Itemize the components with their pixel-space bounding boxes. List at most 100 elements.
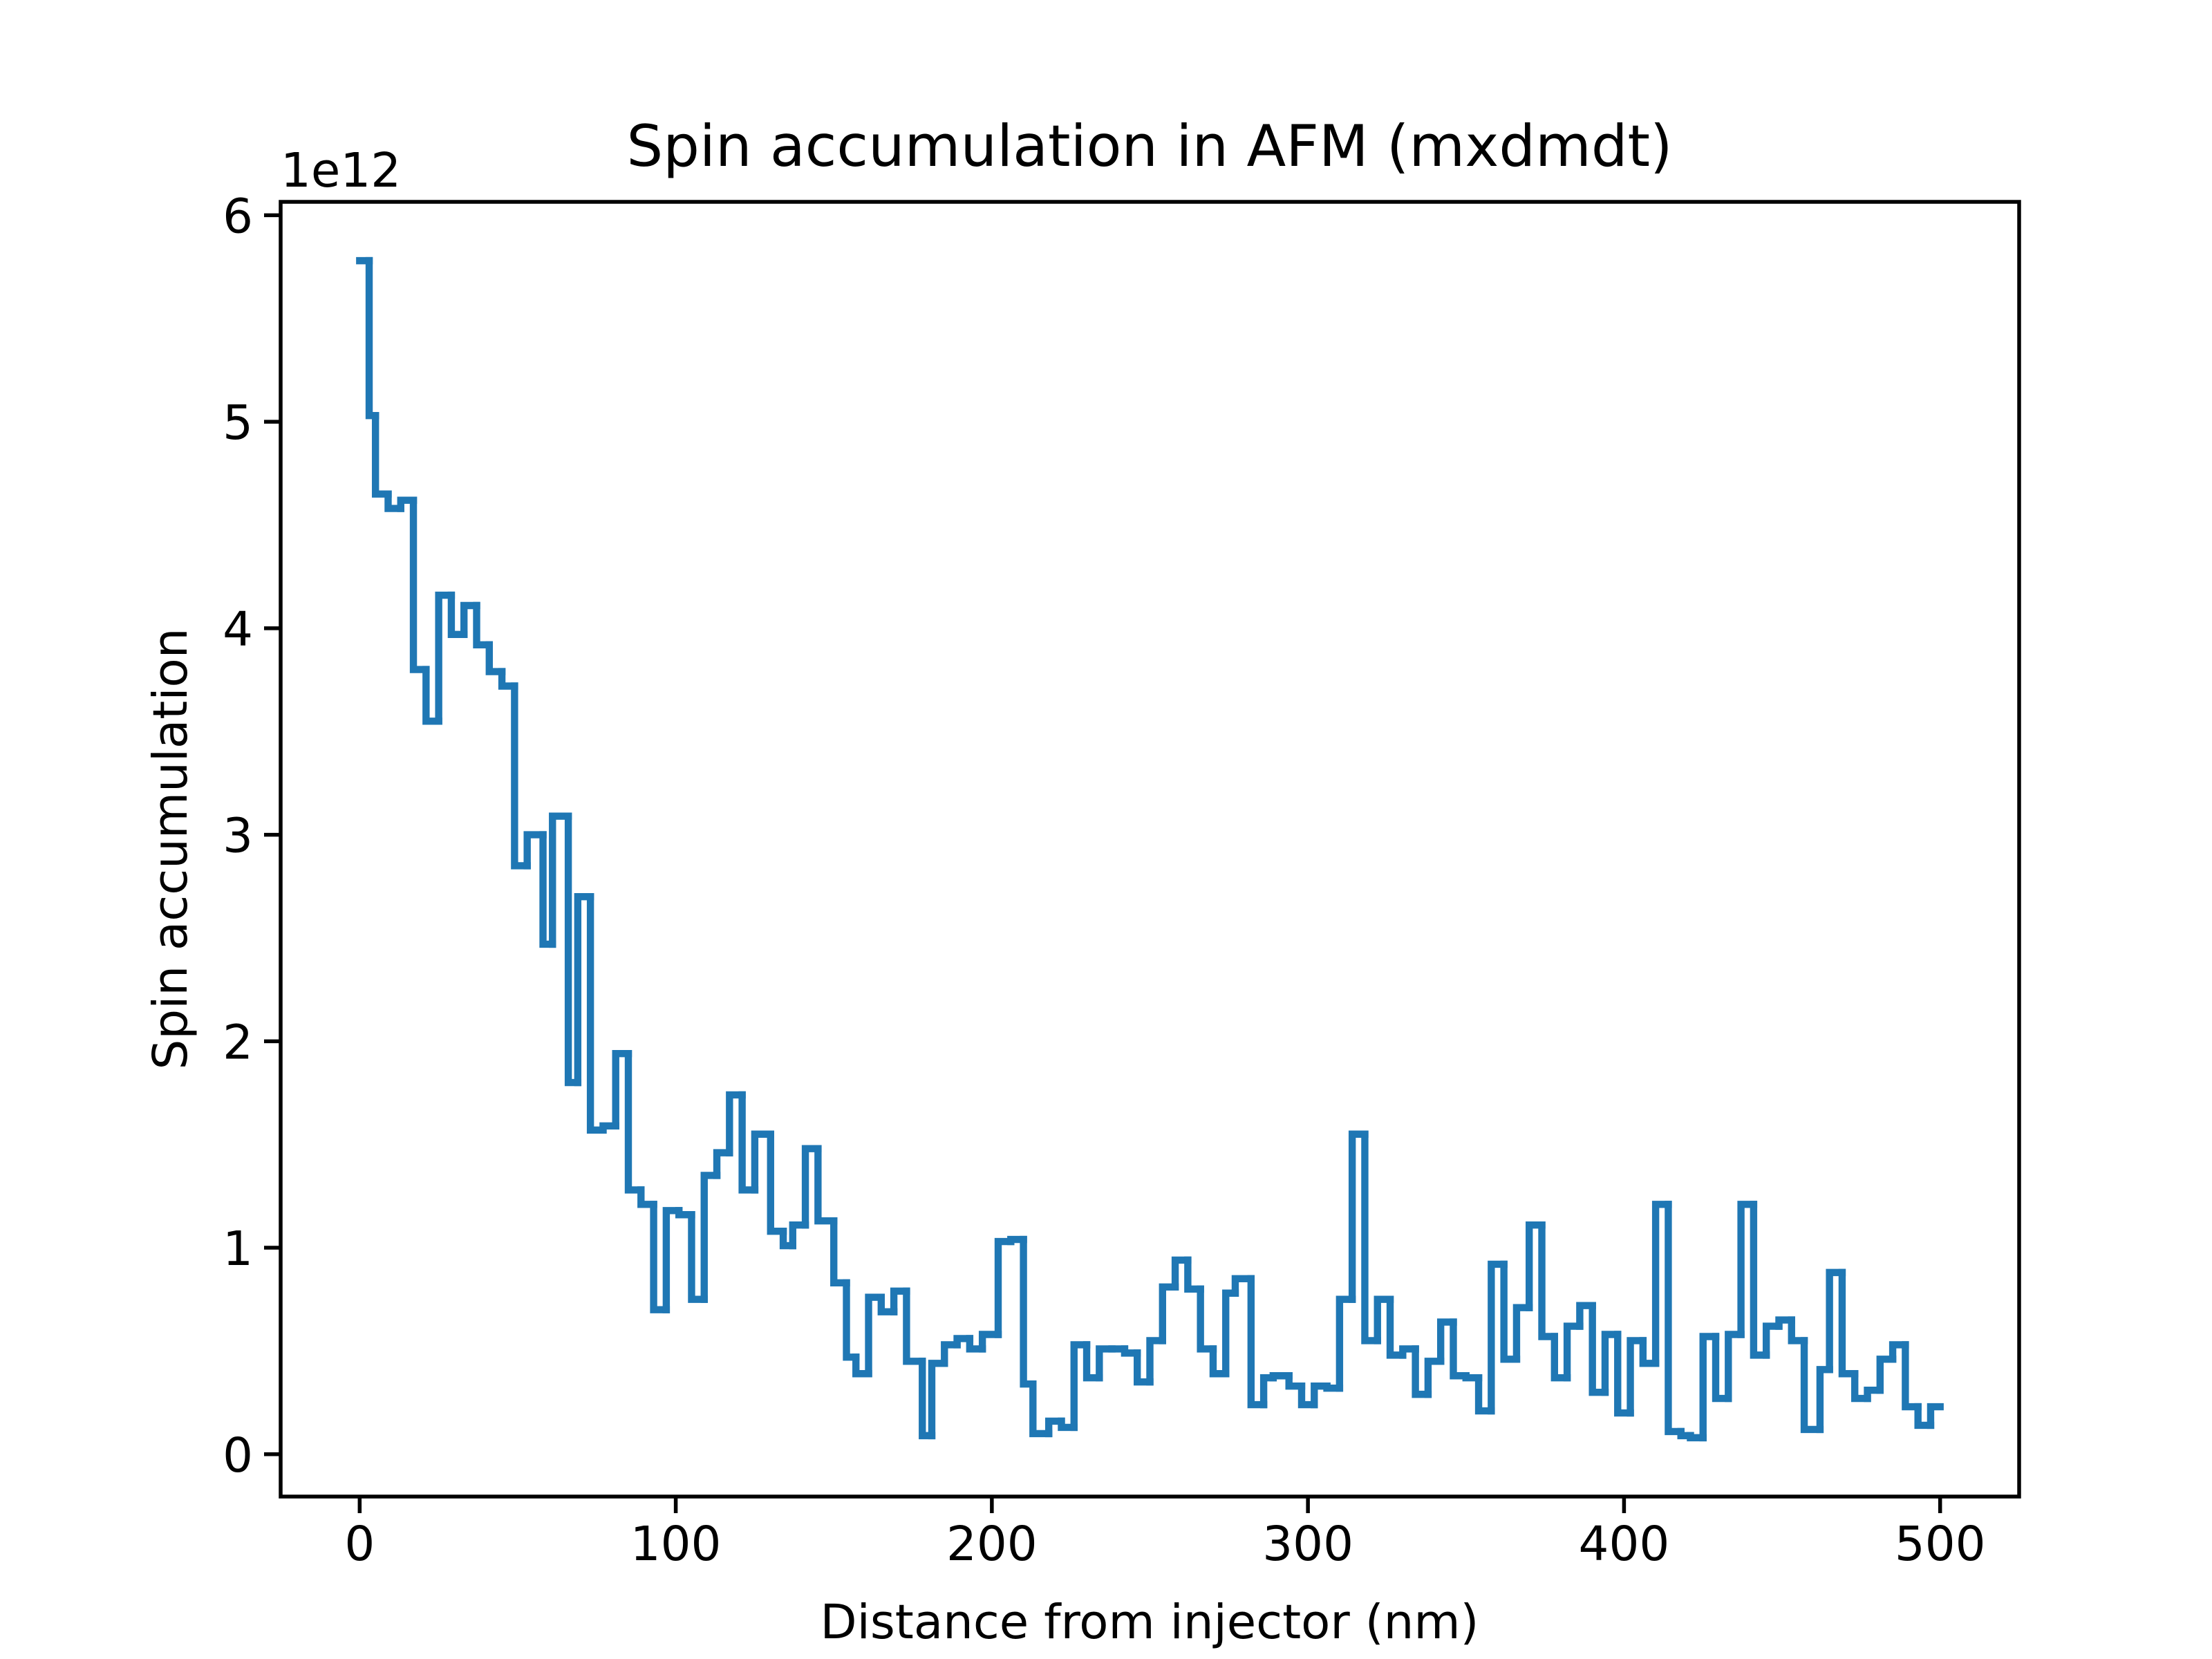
step-segment — [1450, 1318, 1470, 1380]
y-tick-label: 6 — [223, 189, 253, 244]
step-segment — [409, 496, 430, 673]
step-segment — [650, 1201, 671, 1313]
step-segment — [953, 1335, 974, 1349]
step-segment — [624, 1050, 645, 1194]
y-axis-label: Spin accumulation — [143, 628, 198, 1070]
step-segment — [1902, 1341, 1922, 1411]
step-segment — [473, 601, 493, 648]
step-segment — [498, 668, 518, 690]
step-segment — [384, 490, 404, 512]
step-segment — [1750, 1201, 1770, 1359]
step-segment — [789, 1221, 809, 1250]
y-tick-label: 5 — [223, 395, 253, 451]
step-segment — [435, 591, 456, 725]
step-segment — [1285, 1372, 1306, 1390]
step-segment — [941, 1341, 961, 1367]
step-segment — [1512, 1304, 1533, 1363]
step-segment — [1838, 1268, 1859, 1378]
step-segment — [1699, 1333, 1720, 1442]
step-segment — [1335, 1295, 1356, 1392]
step-segment — [1800, 1337, 1824, 1434]
x-tick-label: 0 — [344, 1517, 375, 1572]
step-segment — [1184, 1256, 1204, 1293]
step-segment — [1563, 1322, 1584, 1382]
chart-title: Spin accumulation in AFM (mxdmdt) — [627, 113, 1673, 180]
step-segment — [1601, 1331, 1622, 1396]
step-segment — [928, 1360, 948, 1440]
step-segment — [966, 1335, 986, 1353]
step-segment — [1269, 1372, 1293, 1382]
step-segment — [1826, 1268, 1846, 1374]
step-segment — [1627, 1337, 1647, 1417]
step-segment — [1639, 1337, 1660, 1367]
x-axis-label: Distance from injector (nm) — [821, 1595, 1479, 1650]
y-tick-label: 2 — [223, 1015, 253, 1070]
step-segment — [767, 1130, 787, 1235]
step-segment — [903, 1287, 926, 1365]
step-segment — [1876, 1356, 1897, 1394]
step-segment — [675, 1207, 695, 1219]
x-tick-label: 200 — [946, 1517, 1038, 1572]
step-segment — [511, 682, 531, 870]
x-tick-label: 500 — [1895, 1517, 1986, 1572]
step-segment — [1538, 1221, 1559, 1340]
step-segment — [1361, 1130, 1381, 1344]
step-segment — [1007, 1235, 1027, 1246]
step-segment — [1864, 1386, 1884, 1403]
step-segment — [371, 411, 392, 498]
step-segment — [738, 1091, 759, 1194]
step-segment — [1424, 1358, 1445, 1398]
step-segment — [599, 1122, 619, 1134]
step-segment — [1762, 1322, 1783, 1359]
y-tick-label: 4 — [223, 602, 253, 657]
step-segment — [1851, 1370, 1871, 1403]
step-segment — [814, 1145, 838, 1225]
step-segment — [1096, 1345, 1116, 1382]
step-segment — [1197, 1285, 1217, 1353]
step-segment — [460, 601, 480, 639]
step-segment — [1588, 1302, 1609, 1396]
step-segment — [1082, 1341, 1103, 1382]
step-segment — [1146, 1337, 1166, 1386]
step-segment — [422, 666, 442, 725]
step-segment — [1134, 1349, 1154, 1386]
step-segment — [994, 1237, 1015, 1338]
step-segment — [1374, 1295, 1394, 1344]
step-segment — [1651, 1201, 1672, 1367]
step-segment — [1323, 1382, 1344, 1392]
step-segment — [830, 1217, 850, 1287]
step-segment — [1914, 1403, 1935, 1430]
step-segment — [523, 831, 547, 870]
step-segment — [1550, 1333, 1571, 1382]
step-segment — [447, 591, 468, 639]
step-segment — [1488, 1260, 1508, 1415]
step-segment — [1386, 1295, 1407, 1359]
step-segment — [1888, 1341, 1909, 1363]
step-segment — [1029, 1380, 1053, 1438]
step-segment — [978, 1331, 1002, 1353]
step-segment — [1412, 1345, 1432, 1398]
step-segment — [1348, 1130, 1369, 1303]
step-segment — [1737, 1201, 1758, 1338]
step-segment — [586, 893, 607, 1134]
step-segment — [1399, 1345, 1419, 1359]
step-segment — [1500, 1260, 1521, 1363]
step-segment — [397, 496, 418, 512]
step-segment — [1927, 1403, 1944, 1430]
step-segment — [1665, 1201, 1685, 1436]
step-segment — [1070, 1341, 1091, 1432]
step-segment — [549, 812, 572, 948]
step-segment — [1474, 1374, 1495, 1415]
y-tick-label: 0 — [223, 1428, 253, 1483]
step-segment — [713, 1149, 733, 1179]
step-segment — [612, 1050, 632, 1130]
step-segment — [1247, 1275, 1268, 1409]
step-segment — [1614, 1331, 1634, 1417]
step-segment — [1231, 1275, 1255, 1297]
step-segment — [1526, 1221, 1546, 1311]
step-segment — [662, 1207, 683, 1313]
step-segment — [1171, 1256, 1192, 1291]
data-line — [356, 256, 1944, 1442]
